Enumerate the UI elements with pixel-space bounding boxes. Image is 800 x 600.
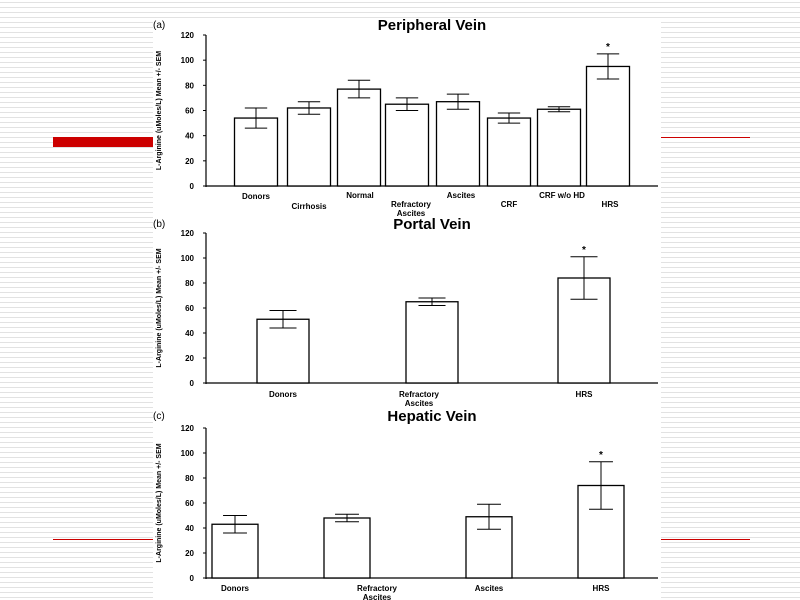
category-label: Normal [346,191,374,200]
y-tick-label: 60 [185,499,194,508]
y-tick-label: 60 [185,107,194,116]
y-tick-label: 120 [181,229,195,238]
chart-title: Peripheral Vein [378,18,486,34]
significance-marker: * [606,42,610,53]
bar [585,65,631,187]
category-label: Refractory Ascites [357,584,398,600]
y-axis-label: L-Arginine (uMoles/L) Mean +/- SEM [156,51,163,170]
decorative-red-line [658,137,750,138]
y-tick-label: 80 [185,474,194,483]
bar [435,101,481,187]
decorative-red-bar [53,137,158,147]
y-axis-label: L-Arginine (uMoles/L) Mean +/- SEM [156,248,163,367]
y-tick-label: 40 [185,132,194,141]
chart-panel-2: (b) Portal Vein L-Arginine (uMoles/L) Mean… [153,216,658,408]
category-label: Donors [221,584,250,593]
chart-panel-3: (c) Hepatic Vein L-Arginine (uMoles/L) Mea… [153,408,658,600]
y-tick-label: 100 [181,254,195,263]
y-tick-label: 120 [181,31,195,40]
significance-marker: * [582,245,586,256]
charts-svg: (a) Peripheral Vein L-Arginine (uMoles/L) … [153,17,658,600]
category-label: Ascites [475,584,504,593]
category-label: HRS [593,584,611,593]
bar [336,88,382,187]
y-tick-label: 0 [190,574,195,583]
category-label: Refractory Ascites [391,200,432,218]
y-tick-label: 100 [181,449,195,458]
y-tick-label: 20 [185,354,194,363]
y-tick-label: 0 [190,379,195,388]
y-axis-label: L-Arginine (uMoles/L) Mean +/- SEM [156,443,163,562]
bar [405,301,459,384]
y-tick-label: 60 [185,304,194,313]
y-tick-label: 80 [185,279,194,288]
significance-marker: * [599,450,603,461]
bar [256,318,310,384]
y-tick-label: 80 [185,81,194,90]
y-tick-label: 40 [185,329,194,338]
category-label: Ascites [447,191,476,200]
category-label: Refractory Ascites [399,390,440,408]
category-label: CRF w/o HD [539,191,585,200]
y-tick-label: 40 [185,524,194,533]
y-tick-label: 0 [190,182,195,191]
panel-label: (a) [153,20,165,31]
chart-panel-1: (a) Peripheral Vein L-Arginine (uMoles/L) … [153,17,658,218]
figure: (a) Peripheral Vein L-Arginine (uMoles/L) … [153,17,661,600]
bar [536,108,582,187]
decorative-red-line [53,539,158,540]
category-label: Donors [242,192,271,201]
y-tick-label: 120 [181,424,195,433]
panel-label: (c) [153,411,165,422]
decorative-red-line [658,539,750,540]
y-tick-label: 100 [181,56,195,65]
panel-label: (b) [153,219,165,230]
bar [211,523,259,579]
category-label: CRF [501,200,518,209]
bar [486,117,532,187]
category-label: HRS [602,200,620,209]
chart-title: Hepatic Vein [387,408,476,425]
bar [384,103,430,187]
category-label: Cirrhosis [291,202,327,211]
category-label: Donors [269,390,298,399]
category-label: HRS [576,390,594,399]
chart-title: Portal Vein [393,216,471,233]
y-tick-label: 20 [185,549,194,558]
bar [323,517,371,579]
y-tick-label: 20 [185,157,194,166]
bar [286,107,332,187]
